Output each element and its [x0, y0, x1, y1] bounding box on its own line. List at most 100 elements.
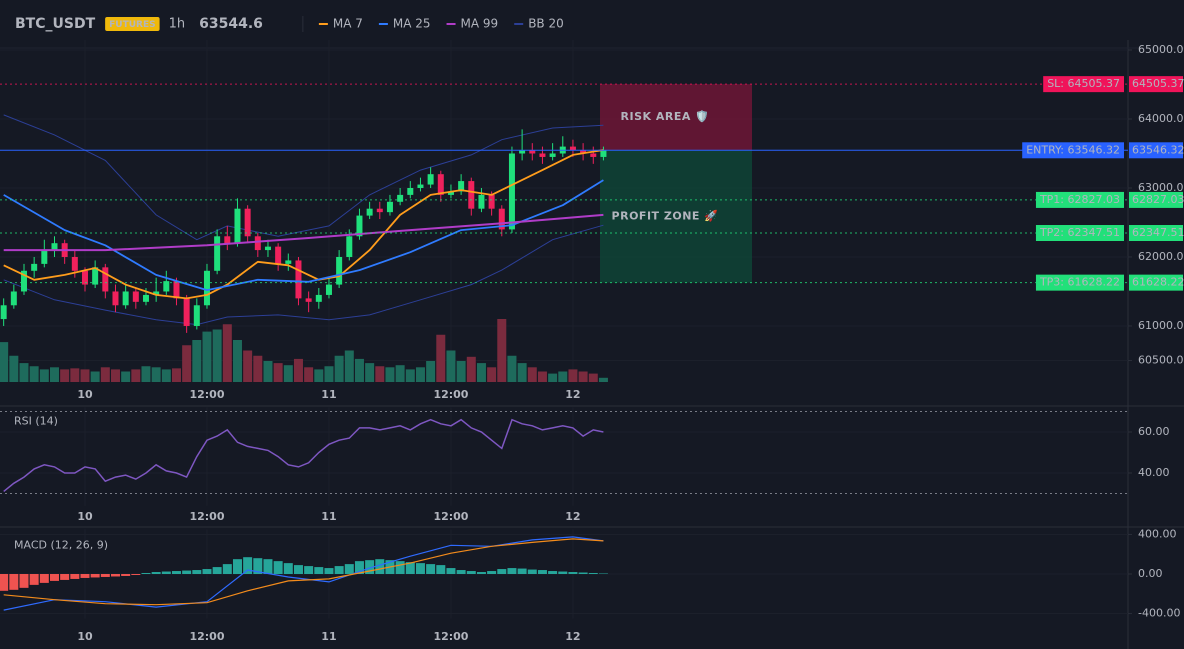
volume-bar — [568, 369, 578, 382]
x-tick-label: 11 — [321, 630, 336, 643]
macd-histogram-bar — [131, 574, 141, 575]
volume-bar — [212, 329, 222, 382]
macd-histogram-bar — [182, 570, 192, 574]
candle-body — [163, 281, 170, 292]
volume-bar — [354, 358, 364, 382]
level-value: 62827.03 — [1132, 193, 1184, 206]
volume-bar — [385, 367, 395, 382]
volume-bar — [90, 371, 100, 382]
y-tick-label: -400.00 — [1138, 607, 1180, 620]
candle-body — [336, 256, 343, 285]
volume-bar — [273, 363, 283, 382]
level-tag — [1035, 225, 1124, 242]
candle-body — [417, 184, 424, 188]
candle-body — [437, 174, 444, 195]
candle-body — [41, 250, 48, 264]
macd-histogram-bar — [90, 574, 100, 578]
macd-histogram-bar — [60, 574, 70, 580]
macd-histogram-bar — [426, 564, 436, 574]
candle-body — [10, 291, 17, 306]
volume-bar — [578, 371, 588, 382]
level-tag-label: ENTRY: 63546.32 — [1026, 143, 1120, 156]
volume-bar — [263, 361, 273, 382]
candle-body — [549, 153, 556, 157]
volume-bar — [110, 369, 120, 382]
volume-bar — [19, 363, 29, 382]
volume-bar — [537, 371, 547, 382]
volume-bar — [497, 319, 507, 382]
volume-bar — [344, 350, 354, 382]
volume-bar — [39, 369, 49, 382]
macd-histogram-bar — [415, 563, 425, 574]
macd-histogram-bar — [9, 574, 19, 590]
x-tick-label: 11 — [321, 388, 336, 401]
candle-body — [529, 150, 536, 154]
volume-bar — [426, 361, 436, 382]
candle-body — [203, 270, 210, 306]
y-tick-label: 40.00 — [1138, 466, 1170, 479]
volume-bar — [375, 366, 385, 382]
volume-bar — [314, 369, 324, 382]
candle-body — [51, 243, 58, 251]
candle-body — [214, 236, 221, 271]
macd-histogram-bar — [232, 559, 242, 574]
macd-histogram-bar — [80, 574, 90, 578]
y-tick-label: 65000.00 — [1138, 43, 1184, 56]
volume-bar — [171, 368, 181, 382]
moving-average — [3, 213, 604, 252]
header: BTC_USDT FUTURES 1h 63544.6 MA 7 MA 25 MA 99 BB… — [15, 16, 564, 32]
candle-body — [488, 194, 495, 209]
candle-body — [315, 294, 322, 302]
candle-body — [386, 201, 393, 213]
legend-label: MA 99 — [461, 17, 499, 31]
macd-histogram-bar — [293, 565, 303, 574]
y-tick-label: 400.00 — [1138, 527, 1177, 540]
macd-histogram-bar — [29, 574, 39, 585]
macd-histogram-bar — [344, 564, 354, 574]
candle-body — [254, 236, 261, 251]
bollinger-upper — [3, 114, 604, 241]
volume-bar — [121, 371, 131, 382]
badge-bg — [105, 17, 160, 31]
volume-bar — [476, 363, 486, 382]
macd-histogram-bar — [273, 561, 283, 574]
macd-histogram-bar — [202, 569, 212, 574]
candle-body — [112, 291, 119, 306]
volume-bar — [0, 342, 9, 382]
y-tick-label: 60500.00 — [1138, 353, 1184, 366]
macd-histogram-bar — [324, 568, 334, 574]
volume-bar — [527, 367, 537, 382]
x-tick-label: 12:00 — [433, 388, 468, 401]
candle-body — [580, 150, 587, 154]
moving-average — [3, 149, 604, 300]
x-tick-label: 12 — [565, 630, 580, 643]
legend-label: MA 25 — [393, 17, 431, 31]
candle-body — [71, 256, 78, 271]
candle-body — [244, 208, 251, 237]
candle-body — [407, 187, 414, 195]
volume-bar — [466, 356, 476, 382]
macd-histogram-bar — [395, 561, 405, 574]
macd-histogram-bar — [558, 571, 568, 574]
macd-histogram-bar — [192, 570, 202, 574]
moving-average — [3, 179, 604, 291]
macd-histogram-bar — [39, 574, 49, 583]
volume-bar — [100, 367, 110, 382]
macd-histogram-bar — [446, 568, 456, 574]
volume-bar — [517, 363, 527, 382]
x-tick-label: 12:00 — [189, 510, 224, 523]
macd-histogram-bar — [100, 574, 110, 577]
candle-body — [458, 181, 465, 192]
macd-histogram-bar — [487, 571, 497, 574]
panel: 10 12:00 11 12:00 12 60.00 40.00 RSI (14) — [0, 407, 1170, 523]
volume-bar — [222, 324, 232, 382]
macd-histogram-bar — [243, 557, 253, 574]
y-tick-label: 61000.00 — [1138, 319, 1184, 332]
level-value-tag — [1129, 191, 1183, 208]
level-tag-label: SL: 64505.37 — [1047, 77, 1120, 90]
volume-bar — [436, 334, 446, 382]
level-value-tag — [1129, 76, 1183, 93]
candle-body — [173, 281, 180, 299]
x-tick-label: 12:00 — [433, 510, 468, 523]
candle-body — [153, 291, 160, 295]
